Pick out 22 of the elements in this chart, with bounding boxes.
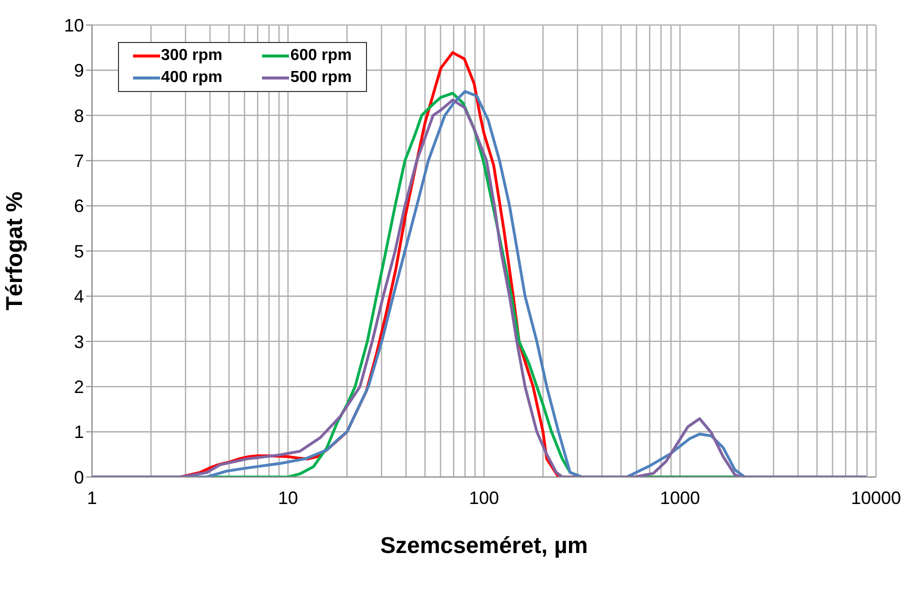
y-axis-title: Térfogat % — [1, 192, 28, 310]
y-tick-label: 2 — [74, 376, 84, 397]
y-tick-label: 5 — [74, 241, 84, 262]
x-tick-label: 10000 — [850, 488, 902, 508]
x-tick-label: 1000 — [660, 488, 700, 508]
y-tick-label: 9 — [74, 60, 84, 81]
x-tick-label: 1 — [86, 488, 98, 508]
legend-label: 500 rpm — [290, 69, 352, 87]
legend-label: 300 rpm — [161, 47, 222, 65]
y-tick-label: 10 — [64, 15, 84, 36]
legend-label: 600 rpm — [290, 47, 352, 65]
x-tick-label: 100 — [468, 488, 500, 508]
y-tick-label: 1 — [74, 422, 84, 442]
y-tick-label: 0 — [74, 467, 84, 488]
y-tick-label: 6 — [74, 196, 84, 216]
x-tick-label: 10 — [278, 488, 298, 508]
legend-label: 400 rpm — [161, 69, 222, 87]
y-tick-label: 4 — [74, 286, 84, 307]
x-axis-title: Szemcseméret, µm — [380, 532, 588, 558]
y-tick-label: 7 — [74, 150, 84, 171]
y-tick-label: 8 — [74, 106, 84, 126]
y-tick-label: 3 — [74, 332, 84, 352]
